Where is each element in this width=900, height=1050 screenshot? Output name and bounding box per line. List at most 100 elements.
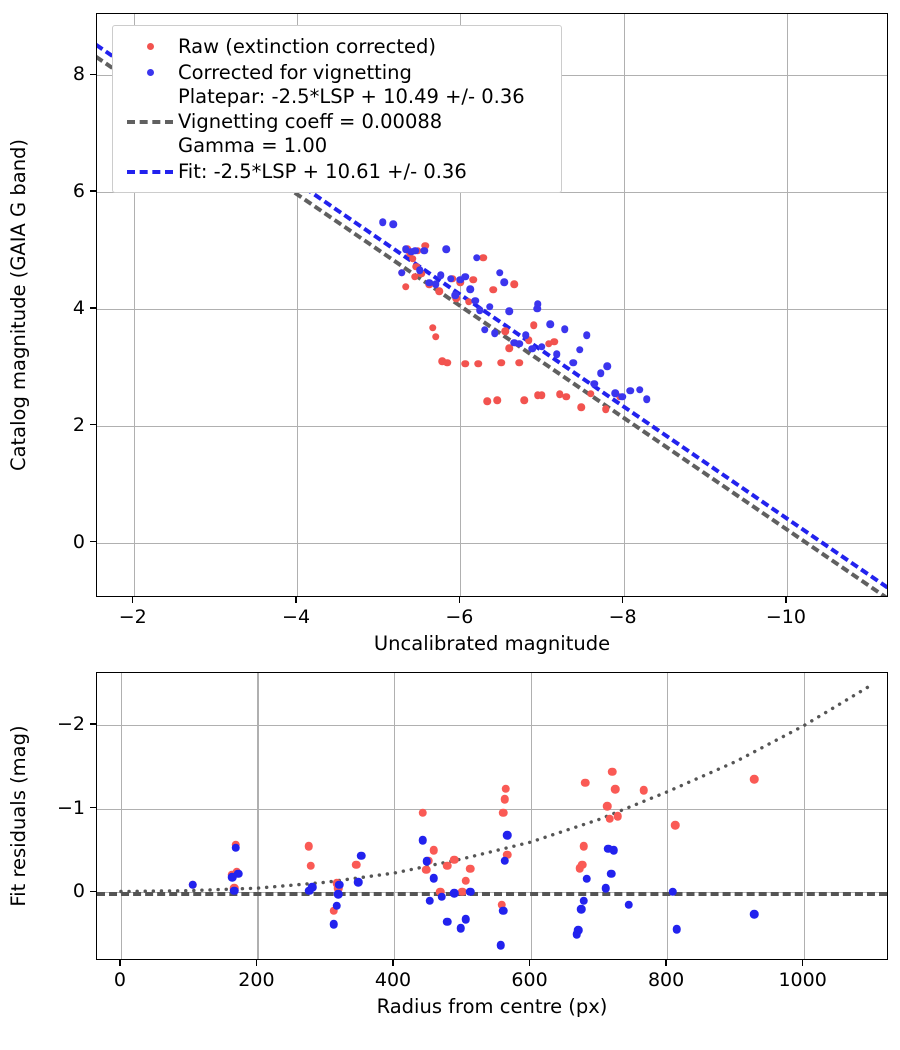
gridline-vertical — [257, 673, 259, 959]
legend-handle — [122, 169, 178, 174]
x-tick — [255, 960, 258, 966]
data-point — [422, 857, 432, 866]
data-point — [438, 357, 447, 366]
legend-row: Platepar: -2.5*LSP + 10.49 +/- 0.36 Vign… — [122, 85, 550, 159]
data-point — [379, 218, 387, 227]
data-point — [525, 336, 533, 345]
x-tick — [295, 597, 297, 603]
gridline-horizontal — [97, 542, 887, 544]
gridline-horizontal — [97, 425, 887, 427]
data-point — [530, 321, 538, 330]
data-point — [435, 287, 443, 296]
y-tick — [90, 890, 96, 893]
data-point — [672, 924, 681, 934]
x-tick — [132, 597, 134, 603]
y-tick-label: −1 — [56, 796, 85, 819]
data-point — [576, 904, 586, 914]
data-point — [510, 280, 518, 289]
data-point — [443, 917, 452, 926]
red-dot-marker — [146, 42, 154, 50]
data-point — [401, 245, 410, 254]
data-point — [418, 808, 427, 818]
data-point — [544, 340, 553, 348]
gridline-horizontal — [97, 724, 887, 726]
data-point — [618, 392, 626, 401]
data-point — [229, 886, 239, 895]
data-point — [234, 869, 243, 879]
data-point — [624, 900, 634, 910]
data-point — [227, 873, 237, 882]
data-point — [356, 851, 366, 860]
data-point — [500, 856, 509, 865]
data-point — [515, 340, 523, 348]
data-point — [464, 298, 473, 306]
data-point — [503, 831, 512, 840]
legend-handle — [122, 42, 178, 50]
gridline-vertical — [133, 14, 135, 596]
gridline-vertical — [803, 673, 805, 959]
data-point — [608, 767, 617, 777]
data-point — [626, 386, 634, 395]
data-point — [496, 940, 505, 950]
data-point — [329, 919, 339, 929]
data-point — [443, 861, 452, 870]
data-point — [601, 405, 610, 414]
data-point — [410, 273, 419, 281]
data-point — [485, 302, 494, 311]
y-tick-label: 0 — [72, 530, 85, 553]
data-point — [574, 925, 583, 935]
x-tick — [119, 960, 121, 966]
data-point — [352, 860, 361, 869]
data-point — [489, 285, 497, 294]
x-tick — [392, 960, 394, 966]
calibration-plot-area — [97, 14, 887, 596]
data-point — [409, 254, 417, 263]
data-point — [500, 278, 509, 286]
data-point — [436, 271, 445, 279]
chart-legend: Raw (extinction corrected) Corrected for … — [112, 25, 562, 193]
data-point — [579, 896, 589, 905]
data-point — [500, 795, 509, 804]
data-point — [306, 861, 315, 870]
data-point — [411, 246, 420, 255]
data-point — [501, 327, 509, 335]
legend-label: Platepar: -2.5*LSP + 10.49 +/- 0.36 Vign… — [178, 85, 525, 157]
legend-handle — [122, 68, 178, 76]
data-point — [429, 873, 438, 883]
data-point — [333, 889, 343, 899]
data-point — [474, 360, 483, 368]
data-point — [609, 846, 619, 855]
x-tick-label: −10 — [765, 606, 806, 628]
data-point — [533, 305, 541, 313]
data-point — [534, 391, 542, 400]
x-tick-label: −2 — [118, 606, 147, 628]
data-point — [443, 358, 452, 367]
data-point — [451, 291, 460, 300]
data-point — [587, 389, 595, 398]
x-axis-title: Radius from centre (px) — [376, 995, 608, 1018]
data-point — [597, 369, 605, 377]
data-point — [580, 778, 590, 787]
data-point — [546, 320, 554, 328]
residuals-plot-area — [97, 673, 887, 959]
data-point — [456, 924, 466, 933]
data-point — [579, 842, 589, 851]
data-point — [606, 869, 616, 879]
data-point — [418, 836, 427, 845]
data-point — [578, 860, 587, 869]
data-point — [550, 337, 558, 346]
gridline-vertical — [120, 673, 122, 959]
data-point — [479, 253, 487, 262]
y-tick — [90, 806, 96, 809]
data-point — [668, 887, 677, 896]
data-point — [577, 403, 585, 411]
data-point — [497, 358, 505, 367]
data-point — [510, 339, 518, 347]
data-point — [437, 892, 447, 901]
x-tick — [785, 597, 787, 603]
data-point — [582, 874, 591, 884]
data-point — [401, 282, 410, 291]
vignetting-curve — [119, 683, 874, 894]
legend-row: Raw (extinction corrected) — [122, 33, 550, 59]
x-tick — [621, 597, 624, 603]
